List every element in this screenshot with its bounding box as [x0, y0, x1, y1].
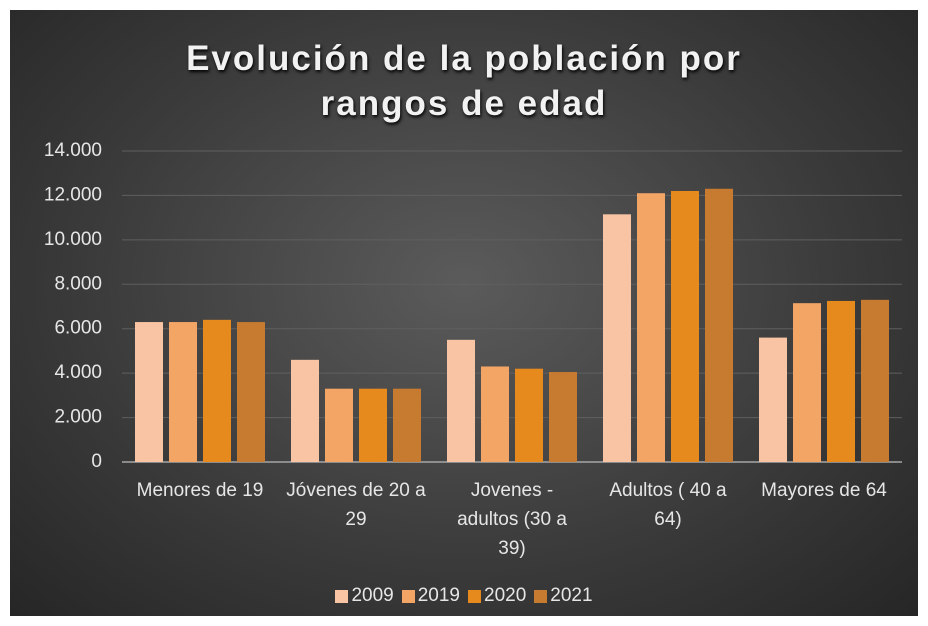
y-tick-label: 8.000: [54, 273, 102, 294]
chart: 0 2.000 4.000 6.000 8.000 10.000 12.000 14.000: [44, 140, 902, 472]
bar: [827, 300, 855, 462]
bar: [359, 388, 387, 462]
y-tick-label: 2.000: [54, 407, 102, 428]
x-tick-label: Mayores de 64: [761, 480, 887, 501]
bar: [515, 368, 543, 462]
legend-item: 2009: [335, 585, 394, 607]
legend-swatch: [401, 589, 415, 603]
bar: [393, 388, 421, 462]
x-tick-label: Menores de 19: [136, 480, 264, 501]
x-tick-label: Jovenes - adultos (30 a 39): [457, 480, 567, 559]
x-tick-label: Jóvenes de 20 a 29: [286, 480, 426, 530]
bar: [325, 388, 353, 462]
legend-label: 2021: [550, 585, 593, 606]
bar: [169, 322, 197, 462]
bar: [671, 190, 699, 462]
legend-swatch: [534, 589, 548, 603]
bar: [637, 193, 665, 462]
bar: [481, 366, 509, 462]
bar: [237, 322, 265, 462]
bar: [705, 188, 733, 462]
y-tick-label: 10.000: [44, 229, 102, 250]
bar: [861, 299, 889, 462]
legend-item: 2020: [468, 585, 526, 607]
y-tick-label: 4.000: [54, 362, 102, 383]
legend-label: 2020: [484, 585, 527, 606]
y-tick-label: 6.000: [54, 318, 102, 339]
bar: [549, 372, 577, 462]
legend: 2009 2019 2020 2021: [10, 585, 918, 607]
chart-title: Evolución de la población por rangos de …: [186, 39, 742, 123]
bar: [759, 337, 787, 462]
y-tick-label: 0: [91, 451, 102, 472]
title-box: Evolución de la población por rangos de …: [10, 36, 918, 126]
bar: [135, 322, 163, 462]
bar: [793, 303, 821, 462]
bar: [447, 339, 475, 462]
legend-item: 2019: [401, 585, 460, 607]
bar: [603, 214, 631, 462]
legend-label: 2019: [417, 585, 460, 606]
legend-item: 2021: [534, 585, 593, 607]
bar: [203, 319, 231, 462]
y-tick-label: 12.000: [44, 184, 102, 205]
y-tick-label: 14.000: [44, 140, 102, 161]
x-tick-label: Adultos ( 40 a 64): [609, 480, 727, 530]
legend-label: 2009: [351, 585, 394, 606]
legend-swatch: [335, 589, 349, 603]
legend-swatch: [468, 589, 481, 603]
bar: [291, 359, 319, 462]
chart-frame: Evolución de la población por rangos de …: [10, 10, 918, 616]
